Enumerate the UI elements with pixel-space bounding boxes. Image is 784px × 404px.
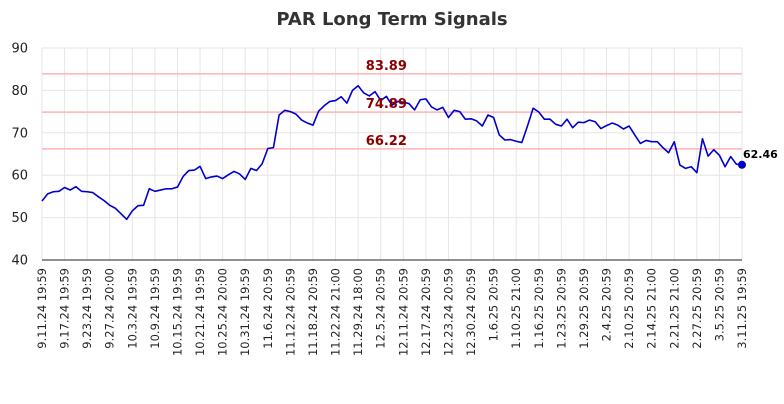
y-tick-label: 90 (11, 42, 28, 57)
reference-line-label: 74.89 (366, 97, 407, 112)
reference-line-label: 83.89 (366, 59, 407, 74)
grid (41, 47, 743, 261)
axes: 40 50 60 70 80 90 9.11.24 19:59 9.17.24 19:59 9.… (11, 42, 749, 357)
x-tick-label: 11.29.24 18:00 (351, 268, 365, 356)
x-tick-label: 9.23.24 19:59 (80, 268, 94, 349)
x-tick-label: 1.23.25 20:59 (554, 268, 568, 349)
last-point-marker (738, 160, 746, 169)
y-tick-label: 50 (11, 211, 28, 226)
y-tick-label: 80 (11, 84, 28, 99)
x-tick-label: 12.11.24 20:59 (396, 268, 410, 356)
x-tick-label: 2.21.25 21:00 (667, 268, 681, 349)
x-tick-label: 12.30.24 20:59 (464, 268, 478, 356)
x-tick-label: 10.3.24 19:59 (125, 268, 139, 349)
x-tick-label: 11.22.24 21:00 (329, 268, 343, 356)
x-tick-label: 9.27.24 20:00 (103, 268, 117, 349)
y-tick-label: 70 (11, 126, 28, 141)
y-tick-label: 60 (11, 169, 28, 184)
x-tick-label: 10.15.24 19:59 (170, 268, 184, 356)
y-tick-label: 40 (11, 254, 28, 269)
x-tick-label: 3.11.25 19:59 (735, 268, 749, 349)
x-tick-label: 10.21.24 19:59 (193, 268, 207, 356)
x-tick-label: 11.18.24 20:59 (306, 268, 320, 356)
series-line (41, 84, 743, 221)
x-tick-label: 3.5.25 20:59 (712, 268, 726, 341)
x-tick-label: 1.6.25 20:59 (487, 268, 501, 341)
reference-lines (42, 73, 742, 150)
reference-line-label: 66.22 (366, 134, 407, 149)
x-tick-label: 2.4.25 20:59 (600, 268, 614, 341)
series (41, 84, 746, 221)
x-tick-label: 11.12.24 20:59 (283, 268, 297, 356)
labels: 83.89 74.89 66.22 62.46 (366, 59, 778, 161)
x-tick-label: 10.9.24 19:59 (148, 268, 162, 349)
x-tick-label: 1.16.25 20:59 (532, 268, 546, 349)
x-tick-label: 11.6.24 20:59 (261, 268, 275, 349)
x-tick-label: 1.29.25 20:59 (577, 268, 591, 349)
chart-title: PAR Long Term Signals (276, 9, 507, 30)
x-tick-label: 12.5.24 20:59 (374, 268, 388, 349)
x-tick-label: 2.27.25 20:59 (690, 268, 704, 349)
x-tick-label: 9.17.24 19:59 (58, 268, 72, 349)
x-tick-label: 2.14.25 21:00 (645, 268, 659, 349)
x-tick-label: 10.25.24 20:00 (216, 268, 230, 356)
x-tick-label: 1.10.25 21:00 (509, 268, 523, 349)
last-value-label: 62.46 (743, 148, 778, 161)
x-tick-label: 9.11.24 19:59 (35, 268, 49, 349)
x-tick-label: 12.17.24 20:59 (419, 268, 433, 356)
x-tick-label: 12.23.24 20:59 (441, 268, 455, 356)
x-tick-label: 2.10.25 20:59 (622, 268, 636, 349)
x-tick-label: 10.31.24 19:59 (238, 268, 252, 356)
